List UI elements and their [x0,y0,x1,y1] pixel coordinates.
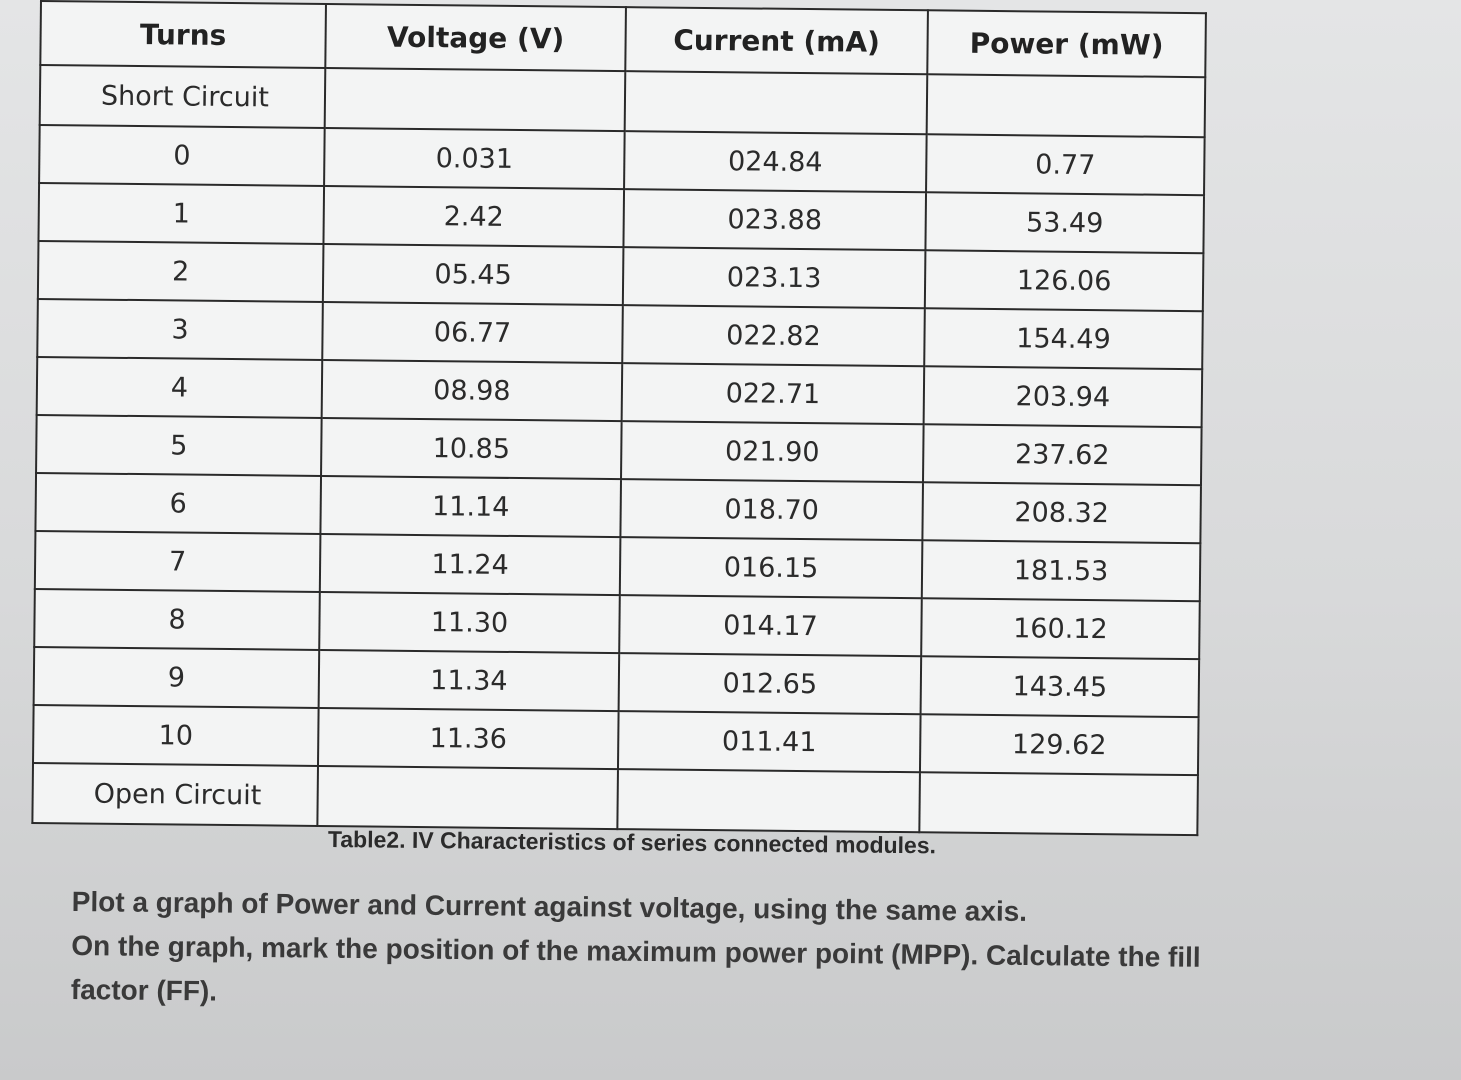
cell-current: 014.17 [619,595,922,657]
cell-power: 129.62 [919,714,1199,776]
cell-power: 208.32 [922,482,1201,544]
table-cell-empty [919,772,1198,836]
cell-turns: 8 [34,588,320,650]
instructions-text: Plot a graph of Power and Current agains… [71,880,1372,1026]
document-sheet: Turns Voltage (V) Current (mA) Power (mW… [31,0,1210,837]
table-cell-empty [617,769,920,833]
cell-power: 160.12 [921,598,1200,660]
cell-voltage: 10.85 [321,417,622,480]
short-circuit-label: Short Circuit [39,65,326,128]
cell-turns: 5 [36,414,322,476]
cell-current: 023.88 [623,189,927,251]
header-turns: Turns [40,1,326,68]
cell-voltage: 05.45 [322,243,624,306]
cell-turns: 10 [33,704,319,766]
header-voltage: Voltage (V) [325,3,626,72]
cell-power: 181.53 [921,540,1201,602]
cell-power: 0.77 [926,134,1205,196]
cell-current: 016.15 [619,537,923,599]
cell-voltage: 08.98 [321,359,623,422]
header-current: Current (mA) [625,7,928,75]
cell-power: 203.94 [923,366,1203,428]
cell-turns: 6 [35,472,322,534]
cell-turns: 7 [34,530,321,592]
open-circuit-label: Open Circuit [32,762,318,826]
header-power: Power (mW) [927,10,1206,78]
cell-power: 126.06 [924,250,1204,312]
cell-current: 012.65 [618,653,922,715]
iv-characteristics-table: Turns Voltage (V) Current (mA) Power (mW… [31,0,1207,837]
cell-turns: 9 [33,646,320,708]
cell-voltage: 0.031 [324,127,625,190]
cell-voltage: 11.24 [319,533,621,596]
cell-power: 53.49 [925,192,1205,254]
cell-current: 024.84 [624,131,927,193]
cell-power: 154.49 [924,308,1203,370]
table-header-row: Turns Voltage (V) Current (mA) Power (mW… [40,1,1206,78]
cell-turns: 3 [37,298,323,360]
table-cell-empty [926,74,1206,138]
cell-current: 021.90 [621,421,924,483]
cell-power: 143.45 [920,656,1200,718]
cell-voltage: 11.34 [318,649,620,712]
open-circuit-row: Open Circuit [32,762,1198,836]
cell-current: 022.82 [622,305,925,367]
cell-turns: 0 [39,125,325,186]
cell-voltage: 11.36 [317,707,619,770]
cell-turns: 1 [38,183,325,244]
table-caption: Table2. IV Characteristics of series con… [327,826,937,859]
cell-voltage: 06.77 [322,301,623,364]
cell-current: 011.41 [617,711,921,773]
cell-turns: 4 [36,356,323,418]
cell-current: 023.13 [622,247,926,309]
table-cell-empty [317,765,618,830]
cell-turns: 2 [37,240,324,302]
cell-voltage: 2.42 [323,185,625,248]
cell-current: 018.70 [620,479,923,541]
cell-voltage: 11.14 [320,475,622,538]
table-cell-empty [624,71,928,135]
cell-current: 022.71 [621,363,925,425]
cell-voltage: 11.30 [319,591,620,654]
cell-power: 237.62 [922,424,1202,486]
table-cell-empty [324,67,626,132]
